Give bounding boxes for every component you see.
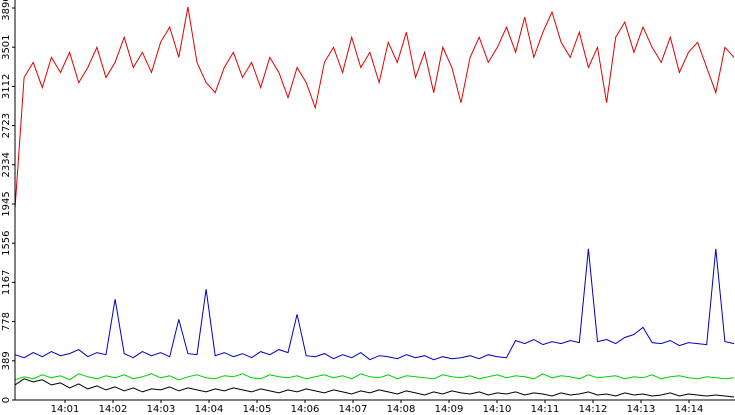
y-tick-label: 3501 <box>1 34 12 59</box>
series-line <box>14 378 735 398</box>
y-tick-label: 1167 <box>1 270 12 295</box>
x-tick-label: 14:14 <box>675 404 704 415</box>
y-tick-label: 1556 <box>1 230 12 255</box>
x-tick-label: 14:07 <box>339 404 368 415</box>
x-tick-label: 14:11 <box>531 404 560 415</box>
y-tick-label: 389 <box>1 351 12 370</box>
y-tick-label: 2723 <box>1 113 12 138</box>
x-tick-label: 14:08 <box>387 404 416 415</box>
x-tick-label: 14:01 <box>51 404 80 415</box>
y-tick-label: 1945 <box>1 191 12 216</box>
x-tick-label: 14:10 <box>483 404 512 415</box>
x-tick-label: 14:03 <box>147 404 176 415</box>
x-tick-label: 14:05 <box>243 404 272 415</box>
x-tick-label: 14:04 <box>195 404 224 415</box>
y-tick-label: 0 <box>1 397 12 403</box>
x-tick-label: 14:02 <box>99 404 128 415</box>
y-tick-label: 2334 <box>1 152 12 177</box>
series-line <box>14 248 735 361</box>
x-tick-label: 14:09 <box>435 404 464 415</box>
x-tick-label: 14:13 <box>627 404 656 415</box>
x-tick-label: 14:12 <box>579 404 608 415</box>
y-tick-label: 778 <box>1 312 12 331</box>
series-line <box>14 6 735 209</box>
y-tick-label: 3112 <box>1 74 12 99</box>
y-tick-label: 3890 <box>1 0 12 21</box>
x-tick-label: 14:06 <box>291 404 320 415</box>
series-line <box>14 373 735 381</box>
